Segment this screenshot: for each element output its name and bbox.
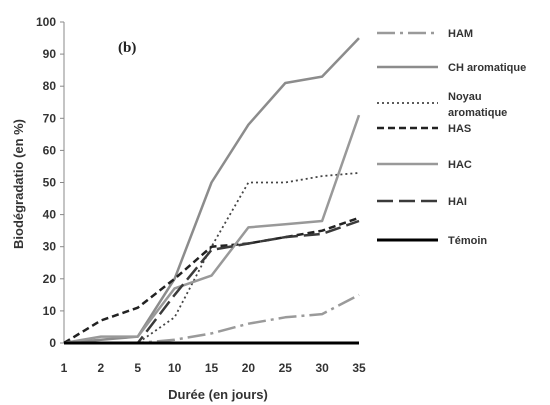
y-tick-label: 30: [43, 240, 57, 254]
y-tick-label: 80: [43, 79, 57, 93]
legend-label: HAI: [448, 196, 467, 208]
y-tick-label: 60: [43, 143, 57, 157]
y-tick-label: 100: [36, 15, 56, 29]
legend-label: Témoin: [448, 235, 487, 247]
y-tick-label: 70: [43, 111, 57, 125]
chart-series: [63, 37, 361, 345]
legend-label: HAC: [448, 159, 472, 171]
x-tick-label: 30: [315, 361, 329, 375]
x-tick-label: 1: [61, 361, 68, 375]
x-tick-label: 5: [134, 361, 141, 375]
legend-label: CH aromatique: [448, 62, 526, 74]
chart-legend: HAM CH aromatique Noyau aromatique HAS HAC HAI…: [377, 28, 526, 247]
series-line-hai: [64, 219, 360, 345]
y-tick-label: 40: [43, 208, 57, 222]
x-tick-label: 20: [242, 361, 256, 375]
series-line-noyau-aromatique: [64, 172, 360, 344]
x-tick-label: 2: [98, 361, 105, 375]
y-tick-label: 50: [43, 176, 57, 190]
y-tick-label: 90: [43, 47, 57, 61]
legend-label: Noyau: [448, 91, 482, 103]
series-line-ch-aromatique: [63, 37, 360, 345]
x-tick-label: 10: [168, 361, 182, 375]
y-tick-label: 0: [49, 336, 56, 350]
y-tick-label: 20: [43, 272, 57, 286]
panel-label: (b): [118, 40, 136, 56]
series-line-has: [63, 216, 360, 345]
series-line-ham: [64, 293, 360, 345]
x-axis-title: Durée (en jours): [168, 387, 268, 402]
series-line-hac: [63, 114, 361, 345]
y-tick-label: 10: [43, 304, 57, 318]
legend-label: HAS: [448, 123, 471, 135]
x-tick-label: 35: [352, 361, 366, 375]
legend-label: HAM: [448, 28, 473, 40]
x-tick-label: 15: [205, 361, 219, 375]
legend-label: aromatique: [448, 107, 507, 119]
x-tick-label: 25: [279, 361, 293, 375]
y-axis-title: Biodégradatio (en %): [11, 119, 26, 249]
